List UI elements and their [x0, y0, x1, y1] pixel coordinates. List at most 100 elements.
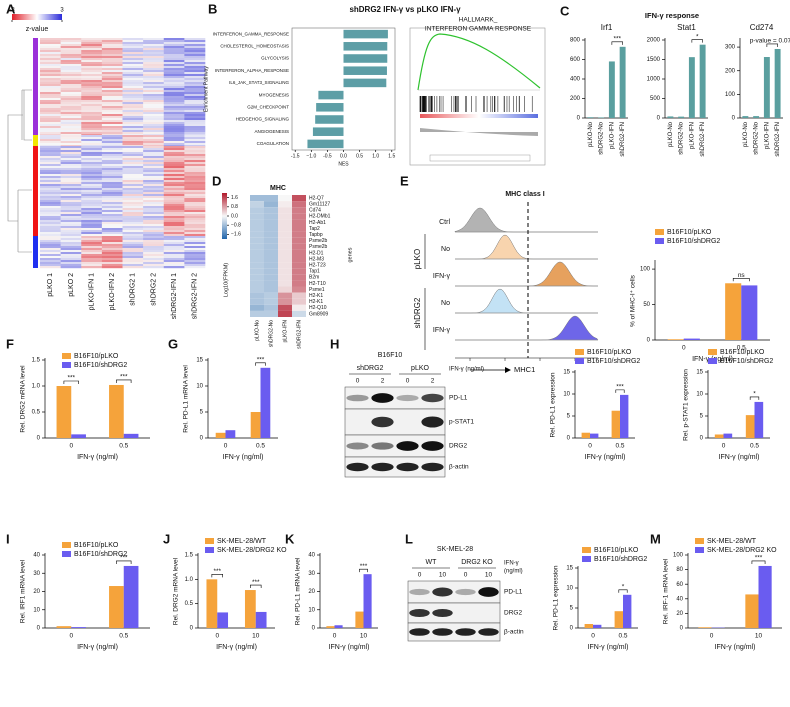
heatmap-cell: [40, 74, 61, 77]
heatmap-cell: [40, 188, 61, 191]
gene-label: H2-D1: [309, 250, 324, 256]
heatmap-cell: [40, 38, 61, 41]
heatmap-cell: [60, 200, 82, 203]
blot-treatment: IFN-γ: [504, 561, 519, 567]
heatmap-cell: [60, 164, 82, 167]
heatmap-cell: [292, 213, 306, 220]
heatmap-cell: [81, 137, 103, 140]
heatmap-cell: [122, 236, 144, 239]
heatmap-cell: [101, 180, 123, 183]
heatmap-cell: [101, 50, 123, 53]
heatmap-cell: [60, 118, 82, 121]
heatmap-cell: [184, 139, 206, 142]
heatmap-cell: [81, 132, 103, 135]
rank-strip: [420, 114, 538, 118]
bar: [343, 78, 387, 88]
heatmap-cell: [163, 172, 185, 175]
heatmap-cell: [163, 96, 185, 99]
heatmap-cell: [60, 178, 82, 181]
y-axis-label: Rel. p-STAT1 expression: [683, 369, 690, 441]
heatmap-cell: [163, 186, 185, 189]
heatmap-cell: [163, 40, 185, 43]
y-tick-label: 40: [33, 553, 40, 559]
heatmap-cell: [81, 118, 103, 121]
heatmap-cell: [40, 230, 61, 233]
heatmap-cell: [163, 164, 185, 167]
heatmap-cell: [81, 46, 103, 49]
heatmap-cell: [184, 168, 206, 171]
heatmap-cell: [143, 122, 165, 125]
blot-band: [409, 628, 430, 636]
significance-label: p-value = 0.072: [750, 38, 790, 45]
heatmap-cell: [40, 254, 61, 257]
heatmap-cell: [184, 70, 206, 73]
heatmap-cell: [60, 266, 82, 269]
heatmap-cell: [163, 120, 185, 123]
significance-bracket: [611, 41, 623, 45]
heatmap-cell: [264, 219, 278, 226]
heatmap-cell: [40, 106, 61, 109]
heatmap-cell: [60, 202, 82, 205]
heatmap-cell: [81, 78, 103, 81]
bar: [56, 626, 72, 628]
heatmap-cell: [81, 194, 103, 197]
heatmap-cell: [40, 154, 61, 157]
heatmap-cell: [163, 238, 185, 241]
heatmap-cell: [163, 180, 185, 183]
heatmap-cell: [40, 266, 61, 269]
heatmap-cell: [60, 139, 82, 142]
heatmap-cell: [163, 176, 185, 179]
heatmap-cell: [184, 260, 206, 263]
heatmap-cell: [81, 60, 103, 63]
heatmap-cell: [81, 264, 103, 267]
bar: [56, 386, 72, 438]
heatmap-cell: [60, 242, 82, 245]
heatmap-cell: [122, 208, 144, 211]
heatmap-cell: [163, 50, 185, 53]
heatmap-cell: [101, 184, 123, 187]
blot-dose: 10: [439, 572, 447, 579]
heatmap-cell: [143, 60, 165, 63]
heatmap-cell: [122, 54, 144, 57]
blot-dose: 0: [418, 572, 422, 579]
heatmap-cell: [60, 188, 82, 191]
heatmap-cell: [60, 190, 82, 193]
heatmap-cell: [101, 190, 123, 193]
heatmap-cell: [184, 50, 206, 53]
heatmap-cell: [250, 207, 264, 214]
x-tick-label: 0.5: [750, 443, 759, 450]
y-tick-label: MYOGENESIS: [259, 92, 289, 97]
heatmap-cell: [81, 42, 103, 45]
heatmap-cell: [184, 182, 206, 185]
bar: [742, 116, 749, 118]
heatmap-cell: [101, 260, 123, 263]
y-tick-label: HEDGEHOG_SIGNALING: [236, 117, 290, 122]
heatmap-cell: [81, 250, 103, 253]
heatmap-cell: [184, 244, 206, 247]
heatmap-cell: [60, 80, 82, 83]
heatmap-cell: [143, 242, 165, 245]
heatmap-cell: [60, 186, 82, 189]
x-tick-label: 0: [591, 633, 595, 640]
blot-band-label: β-actin: [504, 629, 524, 636]
heatmap-cell: [101, 158, 123, 161]
heatmap-cell: [122, 137, 144, 140]
legend-label: SK-MEL-28/DRG2 KO: [217, 547, 287, 554]
heatmap-cell: [184, 246, 206, 249]
heatmap-cell: [101, 176, 123, 179]
heatmap-cell: [81, 190, 103, 193]
heatmap-cell: [292, 292, 306, 299]
y-axis-label: Rel. DRG2 mRNA level: [20, 365, 27, 433]
heatmap-cell: [163, 232, 185, 235]
colorbar-tick-label: 1.6: [231, 195, 238, 201]
bar: [244, 590, 256, 628]
x-axis-label: IFN-γ (ng/ml): [77, 644, 118, 651]
panel-label: L: [405, 531, 413, 546]
bar: [741, 285, 758, 340]
heatmap-cell: [60, 116, 82, 119]
heatmap-cell: [101, 132, 123, 135]
heatmap-cell: [122, 158, 144, 161]
heatmap-cell: [40, 234, 61, 237]
heatmap-cell: [143, 178, 165, 181]
heatmap-cell: [264, 201, 278, 208]
